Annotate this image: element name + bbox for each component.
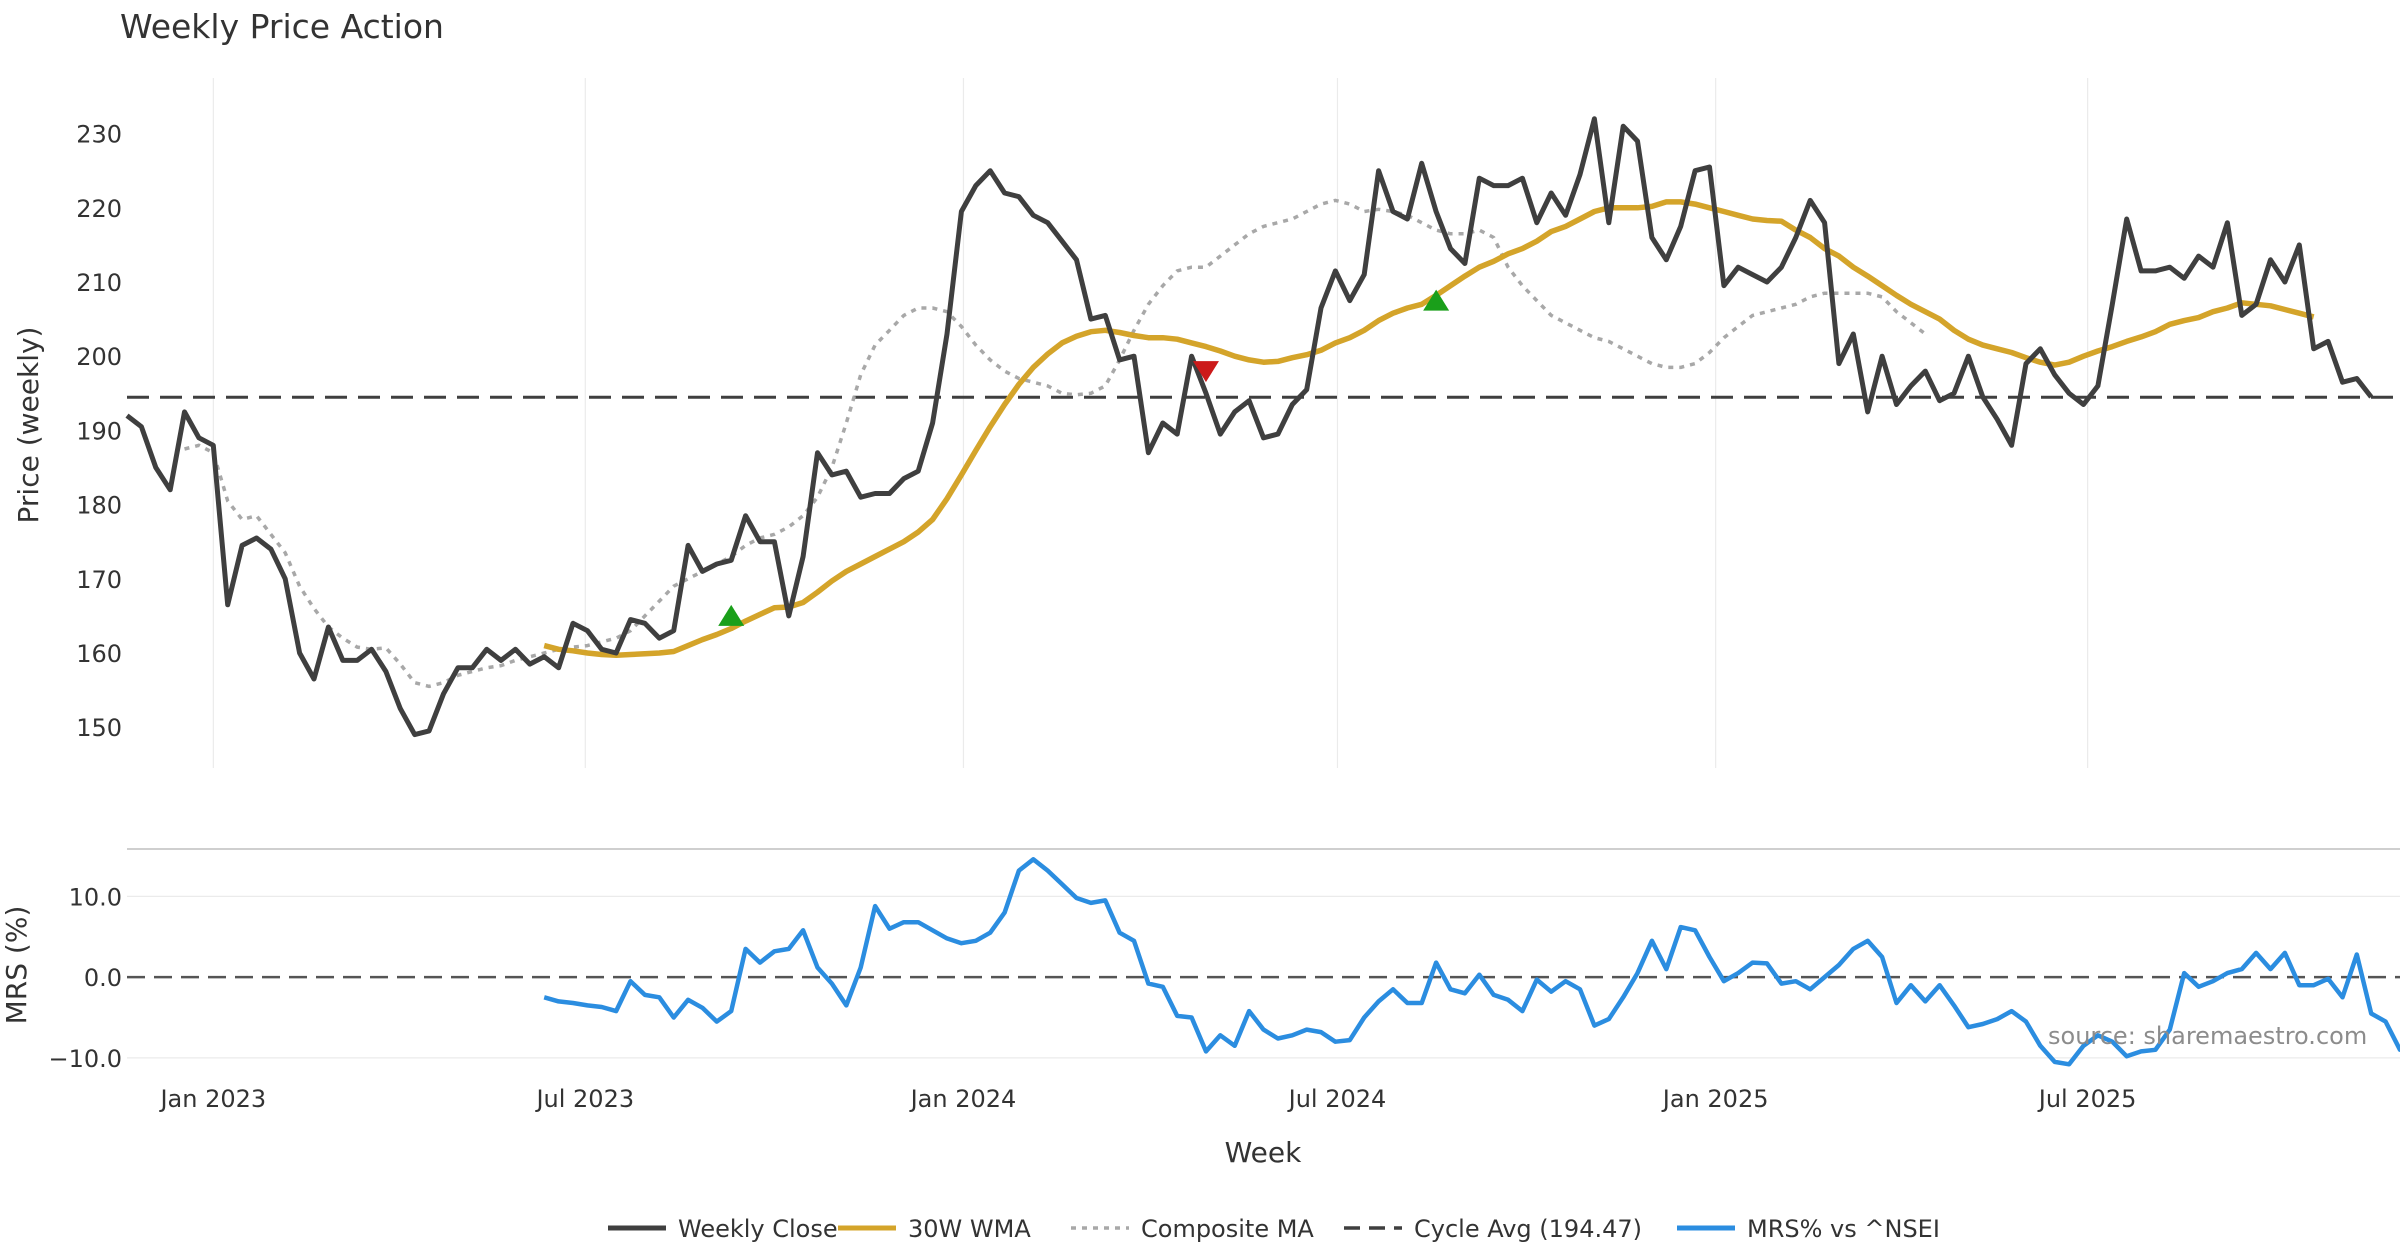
weekly-close-line — [125, 116, 2374, 738]
x-tick-label: Jan 2025 — [1661, 1085, 1769, 1113]
legend-label: Composite MA — [1141, 1215, 1314, 1243]
mrs-panel: 10.0 0.0 −10.0 MRS (%) source: sharemaestr… — [0, 857, 2400, 1073]
sell-signal-marker — [1192, 361, 1219, 383]
x-tick-label: Jul 2024 — [1287, 1085, 1387, 1113]
price-y-tick-label: 230 — [76, 121, 122, 149]
x-axis-title: Week — [1225, 1136, 1302, 1169]
legend-item-composite: Composite MA — [1071, 1215, 1314, 1243]
price-y-tick-label: 150 — [76, 714, 122, 742]
signal-markers — [718, 289, 1450, 626]
price-y-axis-title: Price (weekly) — [12, 327, 45, 524]
legend: Weekly Close 30W WMA Composite MA Cycle Avg… — [608, 1215, 1940, 1243]
price-y-tick-label: 190 — [76, 417, 122, 445]
mrs-y-tick-label: 0.0 — [84, 964, 122, 992]
price-grid — [212, 78, 2089, 768]
legend-item-mrs: MRS% vs ^NSEI — [1677, 1215, 1940, 1243]
chart-title: Weekly Price Action — [120, 7, 444, 46]
price-y-tick-label: 220 — [76, 195, 122, 223]
composite-ma-line — [184, 198, 1927, 689]
x-tick-label: Jan 2024 — [909, 1085, 1017, 1113]
buy-signal-marker — [718, 604, 745, 626]
legend-label: Cycle Avg (194.47) — [1414, 1215, 1642, 1243]
legend-item-wma30: 30W WMA — [838, 1215, 1031, 1243]
x-tick-label: Jul 2023 — [534, 1085, 634, 1113]
price-y-tick-label: 210 — [76, 269, 122, 297]
mrs-grid — [127, 895, 2400, 1059]
legend-item-cycle: Cycle Avg (194.47) — [1344, 1215, 1642, 1243]
legend-label: MRS% vs ^NSEI — [1747, 1215, 1940, 1243]
legend-item-weekly_close: Weekly Close — [608, 1215, 838, 1243]
buy-signal-marker — [1423, 289, 1450, 311]
x-tick-label: Jan 2023 — [158, 1085, 266, 1113]
price-y-tick-label: 170 — [76, 566, 122, 594]
price-panel: 150 160 170 180 190 200 210 220 230 Price (weekl… — [12, 78, 2400, 768]
price-y-tick-label: 200 — [76, 343, 122, 371]
price-y-tick-label: 160 — [76, 640, 122, 668]
source-label: source: sharemaestro.com — [2048, 1022, 2367, 1050]
price-y-tick-label: 180 — [76, 492, 122, 520]
mrs-y-axis-title: MRS (%) — [0, 906, 33, 1025]
mrs-y-ticks: 10.0 0.0 −10.0 — [48, 883, 122, 1072]
mrs-y-tick-label: 10.0 — [69, 883, 122, 911]
x-ticks: Jan 2023 Jul 2023 Jan 2024 Jul 2024 Jan 2025… — [158, 1085, 2136, 1113]
legend-label: 30W WMA — [908, 1215, 1031, 1243]
wma-30w-line — [543, 199, 2315, 658]
legend-label: Weekly Close — [678, 1215, 838, 1243]
mrs-y-tick-label: −10.0 — [48, 1045, 122, 1073]
x-tick-label: Jul 2025 — [2037, 1085, 2137, 1113]
price-y-ticks: 150 160 170 180 190 200 210 220 230 — [76, 121, 122, 743]
mrs-line — [543, 857, 2400, 1067]
